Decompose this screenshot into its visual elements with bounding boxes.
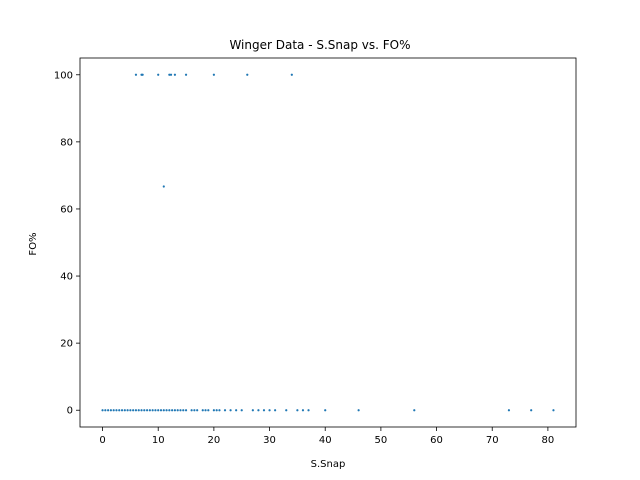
y-axis-label: FO% [28, 232, 39, 255]
data-point [107, 409, 110, 412]
data-point [165, 409, 168, 412]
plot-area [79, 57, 577, 428]
data-point [169, 73, 173, 76]
data-point [307, 409, 310, 412]
data-point [109, 409, 112, 412]
data-point [120, 409, 124, 412]
data-point [215, 409, 218, 412]
data-point [159, 409, 163, 412]
data-point [126, 409, 129, 412]
data-point [235, 409, 238, 412]
data-point [201, 409, 204, 412]
data-point [212, 409, 215, 412]
data-point [324, 409, 327, 412]
data-point [157, 409, 160, 412]
data-point [129, 409, 132, 412]
data-point [173, 409, 177, 412]
x-tick-label: 80 [542, 435, 555, 446]
x-tick-label: 10 [152, 435, 165, 446]
data-point [552, 409, 555, 412]
data-point [246, 73, 249, 76]
x-tick-label: 40 [319, 435, 332, 446]
data-point [134, 73, 138, 76]
data-point [168, 409, 171, 412]
data-point [268, 409, 271, 412]
data-point [151, 409, 154, 412]
data-point [285, 409, 288, 412]
data-point [184, 409, 188, 412]
x-axis-label: S.Snap [311, 459, 346, 470]
data-point [145, 409, 149, 412]
chart-title: Winger Data - S.Snap vs. FO% [229, 38, 410, 52]
data-point [218, 409, 221, 412]
data-point [204, 409, 207, 412]
data-point [123, 409, 126, 412]
data-point [262, 409, 266, 412]
data-point [115, 409, 118, 412]
data-point [413, 409, 416, 412]
data-point [184, 73, 188, 76]
data-point [173, 73, 177, 76]
data-point [168, 73, 171, 76]
data-point [141, 73, 144, 76]
y-axis-ticks: 0 20 40 60 80 100 [54, 70, 80, 417]
data-points [101, 73, 555, 412]
data-point [290, 73, 293, 76]
data-point [134, 409, 138, 412]
data-point [190, 409, 193, 412]
x-tick-label: 30 [263, 435, 276, 446]
x-tick-label: 50 [375, 435, 388, 446]
data-point [148, 409, 151, 412]
x-axis-ticks: 0 10 20 30 40 50 60 70 80 [99, 427, 554, 446]
data-point [162, 409, 165, 412]
y-tick-label: 80 [60, 137, 73, 148]
data-point [212, 73, 215, 76]
data-point [193, 409, 196, 412]
y-tick-label: 20 [60, 339, 73, 350]
data-point [154, 409, 157, 412]
data-point [301, 409, 305, 412]
data-point [182, 409, 185, 412]
data-point [101, 409, 104, 412]
data-point [240, 409, 243, 412]
data-point [257, 409, 260, 412]
x-tick-label: 70 [486, 435, 499, 446]
y-tick-label: 60 [60, 204, 73, 215]
data-point [176, 409, 179, 412]
x-tick-label: 20 [208, 435, 221, 446]
y-tick-label: 0 [67, 406, 73, 417]
data-point [140, 409, 143, 412]
data-point [118, 409, 121, 412]
data-point [143, 409, 146, 412]
data-point [157, 73, 160, 76]
x-tick-label: 0 [99, 435, 105, 446]
data-point [530, 409, 533, 412]
data-point [132, 409, 135, 412]
x-tick-label: 60 [430, 435, 443, 446]
data-point [229, 409, 232, 412]
data-point [274, 409, 277, 412]
data-point [296, 409, 299, 412]
data-point [179, 409, 182, 412]
data-point [137, 409, 140, 412]
data-point [112, 409, 115, 412]
data-point [357, 409, 360, 412]
data-point [251, 409, 254, 412]
data-point [162, 185, 165, 188]
data-point [196, 409, 199, 412]
axes-frame [79, 57, 577, 428]
data-point [171, 409, 174, 412]
data-point [507, 409, 511, 412]
data-point [104, 409, 107, 412]
y-tick-label: 100 [54, 70, 73, 81]
data-point [223, 409, 227, 412]
y-tick-label: 40 [60, 272, 73, 283]
data-point [207, 409, 210, 412]
